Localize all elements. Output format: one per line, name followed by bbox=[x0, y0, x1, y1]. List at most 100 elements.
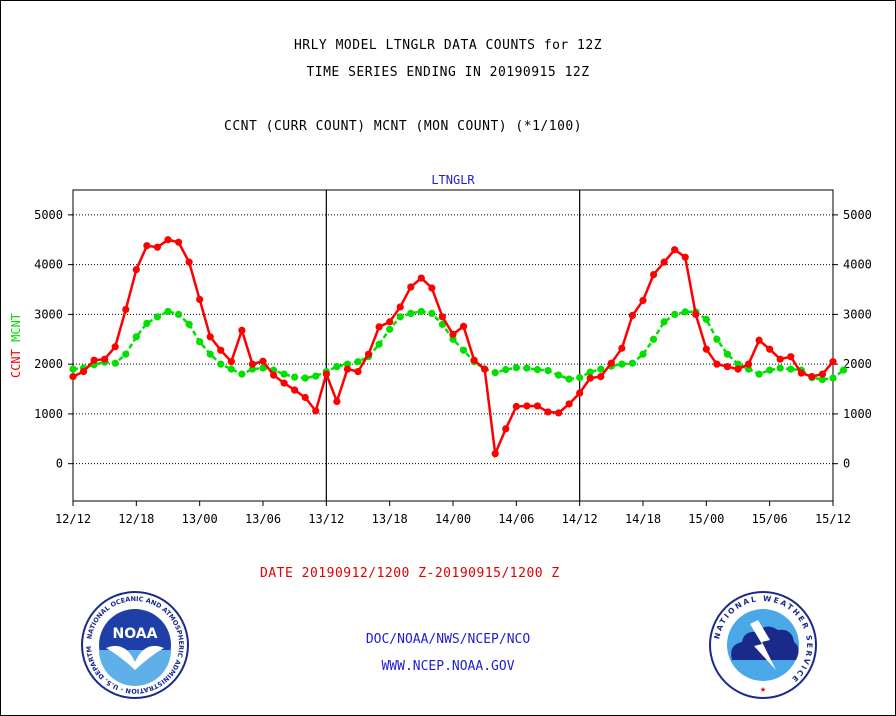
data-point-mcnt bbox=[649, 335, 658, 343]
y-axis-label-mcnt: MCNT bbox=[9, 313, 23, 349]
data-point-ccnt bbox=[206, 333, 214, 341]
data-point-ccnt bbox=[607, 359, 615, 367]
y-axis-label-ccnt: CCNT bbox=[9, 349, 23, 378]
data-point-ccnt bbox=[702, 345, 710, 353]
data-point-mcnt bbox=[343, 360, 352, 368]
data-point-mcnt bbox=[702, 315, 710, 323]
series-line-mcnt bbox=[72, 310, 845, 381]
data-point-ccnt bbox=[628, 311, 637, 319]
data-point-ccnt bbox=[681, 253, 689, 261]
data-point-ccnt bbox=[639, 296, 647, 305]
data-point-ccnt bbox=[808, 373, 816, 381]
data-point-mcnt bbox=[238, 370, 246, 378]
data-point-mcnt bbox=[713, 335, 721, 343]
data-point-ccnt bbox=[428, 284, 436, 292]
data-point-mcnt bbox=[111, 359, 119, 367]
data-point-mcnt bbox=[533, 366, 542, 374]
chart-subtitle: TIME SERIES ENDING IN 20190915 12Z bbox=[306, 65, 590, 80]
data-point-mcnt bbox=[438, 320, 447, 328]
data-point-ccnt bbox=[196, 295, 204, 304]
y-tick-label-left: 5000 bbox=[34, 208, 63, 222]
x-tick-label: 14/18 bbox=[625, 512, 661, 526]
data-point-ccnt bbox=[217, 346, 225, 354]
data-point-mcnt bbox=[227, 365, 235, 373]
y-tick-label-right: 3000 bbox=[843, 307, 872, 321]
data-point-ccnt bbox=[396, 303, 404, 311]
data-point-mcnt bbox=[185, 320, 193, 328]
x-tick-label: 15/06 bbox=[752, 512, 788, 526]
data-point-mcnt bbox=[459, 346, 468, 354]
data-point-ccnt bbox=[69, 373, 77, 381]
nws-logo-icon: NATIONAL WEATHER SERVICE ★ bbox=[709, 591, 817, 699]
data-point-mcnt bbox=[523, 364, 531, 372]
data-point-ccnt bbox=[90, 356, 98, 364]
data-point-mcnt bbox=[354, 358, 362, 366]
data-point-mcnt bbox=[671, 310, 679, 318]
data-point-ccnt bbox=[829, 358, 837, 366]
data-point-ccnt bbox=[586, 374, 594, 382]
data-point-ccnt bbox=[766, 345, 774, 353]
x-tick-label: 12/12 bbox=[55, 512, 91, 526]
data-point-ccnt bbox=[723, 363, 732, 371]
x-tick-label: 13/06 bbox=[245, 512, 281, 526]
data-point-ccnt bbox=[185, 258, 193, 266]
x-tick-label: 15/12 bbox=[815, 512, 851, 526]
data-point-ccnt bbox=[597, 373, 605, 381]
data-point-mcnt bbox=[776, 364, 784, 372]
data-point-ccnt bbox=[153, 243, 162, 251]
x-tick-label: 15/00 bbox=[688, 512, 724, 526]
data-point-mcnt bbox=[544, 367, 552, 375]
data-point-mcnt bbox=[681, 308, 689, 316]
data-point-mcnt bbox=[196, 338, 204, 346]
y-tick-label-left: 0 bbox=[56, 457, 63, 471]
data-point-ccnt bbox=[280, 379, 288, 387]
data-point-ccnt bbox=[143, 242, 151, 250]
data-point-ccnt bbox=[238, 326, 246, 334]
x-tick-label: 14/00 bbox=[435, 512, 471, 526]
data-point-mcnt bbox=[417, 307, 425, 316]
data-point-ccnt bbox=[386, 318, 394, 326]
data-point-ccnt bbox=[291, 386, 299, 394]
data-point-ccnt bbox=[417, 274, 425, 282]
data-point-ccnt bbox=[470, 356, 478, 364]
legend-description: CCNT (CURR COUNT) MCNT (MON COUNT) (*1/1… bbox=[224, 119, 583, 134]
data-point-mcnt bbox=[755, 370, 763, 378]
x-tick-label: 14/06 bbox=[498, 512, 534, 526]
x-tick-label: 14/12 bbox=[562, 512, 598, 526]
data-point-mcnt bbox=[164, 307, 172, 316]
data-point-ccnt bbox=[438, 313, 447, 321]
data-point-ccnt bbox=[734, 365, 742, 373]
data-point-ccnt bbox=[544, 408, 552, 416]
data-point-mcnt bbox=[628, 359, 637, 367]
data-point-ccnt bbox=[259, 357, 267, 365]
data-point-ccnt bbox=[322, 370, 330, 378]
data-point-ccnt bbox=[354, 368, 362, 376]
x-tick-label: 12/18 bbox=[118, 512, 154, 526]
data-point-mcnt bbox=[407, 309, 415, 318]
data-point-ccnt bbox=[713, 360, 721, 368]
data-point-mcnt bbox=[491, 369, 499, 377]
x-tick-label: 13/18 bbox=[372, 512, 408, 526]
data-point-ccnt bbox=[407, 283, 415, 291]
data-point-ccnt bbox=[818, 370, 827, 378]
data-point-mcnt bbox=[333, 363, 341, 371]
data-point-ccnt bbox=[787, 353, 795, 361]
y-tick-label-right: 4000 bbox=[843, 258, 872, 272]
date-range-label: DATE 20190912/1200 Z-20190915/1200 Z bbox=[260, 566, 560, 581]
y-tick-label-right: 2000 bbox=[843, 357, 872, 371]
data-point-mcnt bbox=[248, 365, 257, 373]
data-point-mcnt bbox=[839, 366, 848, 374]
data-point-mcnt bbox=[502, 366, 510, 374]
data-point-ccnt bbox=[502, 425, 510, 433]
data-point-ccnt bbox=[776, 355, 784, 363]
data-point-mcnt bbox=[787, 365, 795, 373]
data-point-mcnt bbox=[554, 371, 563, 379]
data-point-mcnt bbox=[766, 366, 774, 374]
data-point-ccnt bbox=[554, 409, 563, 417]
plot-border bbox=[72, 189, 834, 502]
data-point-mcnt bbox=[375, 340, 383, 348]
data-point-ccnt bbox=[164, 236, 172, 244]
x-tick-label: 13/00 bbox=[182, 512, 218, 526]
data-point-mcnt bbox=[597, 365, 605, 373]
data-point-ccnt bbox=[660, 258, 668, 266]
